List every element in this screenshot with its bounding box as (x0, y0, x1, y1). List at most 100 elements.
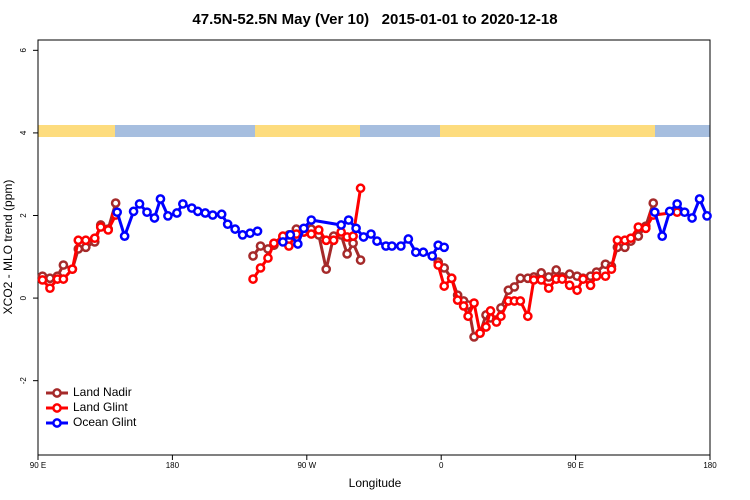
point (67, 264, 78, 275)
point (446, 273, 457, 284)
point (110, 198, 121, 208)
point (58, 274, 69, 284)
point (403, 234, 414, 244)
point (515, 296, 526, 306)
point (396, 241, 406, 251)
point (142, 207, 152, 218)
x-tick-label: 90 E (30, 461, 46, 470)
point (515, 273, 526, 284)
point (591, 271, 602, 282)
point (73, 235, 84, 246)
point (342, 249, 352, 259)
point (585, 280, 596, 291)
point (149, 213, 160, 223)
x-axis-label: Longitude (349, 476, 402, 490)
point (155, 194, 166, 204)
point (306, 215, 317, 225)
point (528, 275, 539, 285)
point (664, 206, 675, 217)
land-strip (38, 125, 115, 137)
point (255, 241, 266, 251)
point (292, 239, 303, 249)
land-strip (440, 125, 655, 137)
point (626, 233, 636, 244)
point (687, 213, 697, 223)
point (578, 274, 588, 284)
point (496, 311, 506, 322)
point (216, 209, 227, 220)
point (463, 311, 473, 322)
point (612, 235, 623, 246)
point (313, 225, 324, 235)
point (439, 281, 450, 291)
point (172, 208, 182, 218)
x-tick-label: 90 E (567, 461, 583, 470)
point (469, 298, 479, 308)
point (128, 206, 139, 217)
point (134, 199, 145, 209)
point (37, 275, 48, 285)
point (543, 283, 554, 294)
x-tick-label: 180 (703, 461, 717, 470)
point (343, 215, 354, 225)
point (572, 285, 582, 296)
y-tick-label: 0 (19, 295, 28, 300)
point (89, 233, 100, 244)
x-tick-label: 180 (166, 461, 180, 470)
x-tick-label: 0 (439, 461, 444, 470)
point (672, 199, 682, 209)
legend-label: Land Glint (73, 400, 128, 414)
point (509, 282, 520, 292)
point (45, 273, 55, 284)
point (679, 207, 690, 218)
point (657, 231, 668, 241)
point (328, 235, 339, 246)
point (58, 260, 69, 270)
point (433, 260, 444, 270)
point (458, 301, 469, 311)
point (672, 207, 682, 218)
series (112, 194, 712, 261)
surface-band (38, 125, 710, 137)
point (178, 199, 188, 209)
point (648, 198, 659, 208)
chart-title: 47.5N-52.5N May (Ver 10) 2015-01-01 to 2… (192, 11, 557, 28)
legend-label: Land Nadir (73, 385, 132, 399)
y-tick-label: -2 (19, 377, 28, 385)
point (248, 274, 258, 284)
point (481, 322, 491, 332)
point (387, 241, 397, 251)
point (543, 272, 554, 282)
ocean-strip (655, 125, 710, 137)
land-strip (255, 125, 360, 137)
point (640, 223, 651, 234)
point (285, 230, 296, 240)
point (298, 223, 309, 234)
y-tick-label: 4 (19, 130, 28, 135)
point (355, 255, 366, 265)
ocean-strip (360, 125, 440, 137)
legend-swatch-point (52, 388, 62, 398)
point (248, 251, 258, 261)
y-axis-label: XCO2 - MLO trend (ppm) (1, 180, 15, 315)
point (245, 228, 255, 239)
point (163, 211, 173, 221)
point (557, 274, 568, 284)
point (278, 237, 288, 247)
point (103, 225, 114, 235)
point (119, 231, 130, 241)
point (633, 231, 644, 241)
point (633, 222, 644, 232)
point (45, 283, 55, 294)
legend-label: Ocean Glint (73, 415, 137, 429)
ocean-strip (115, 125, 255, 137)
point (366, 229, 376, 239)
y-tick-label: 6 (19, 48, 28, 53)
point (336, 220, 346, 230)
point (694, 194, 705, 204)
point (536, 275, 547, 285)
x-tick-label: 90 W (297, 461, 316, 470)
point (192, 206, 203, 217)
